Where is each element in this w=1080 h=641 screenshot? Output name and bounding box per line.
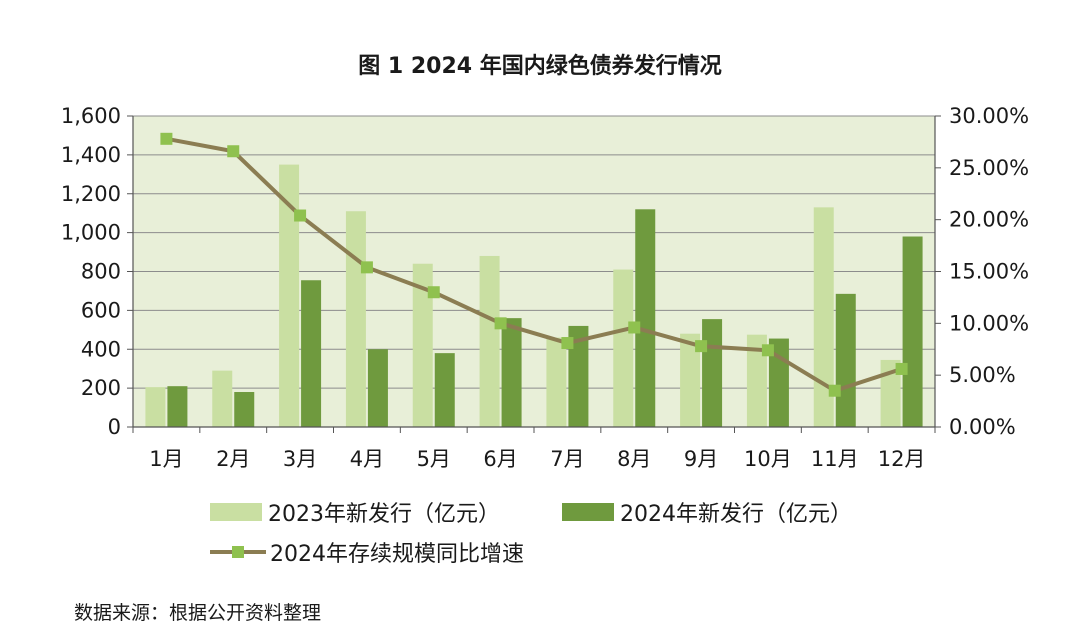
growth-marker [628, 321, 641, 334]
x-axis-tick-label: 6月 [483, 447, 517, 471]
bar-2024 [702, 319, 723, 427]
legend-swatch-2024 [562, 503, 614, 521]
bar-2024 [234, 392, 255, 427]
x-axis-tick-label: 9月 [684, 447, 718, 471]
x-axis-tick-label: 8月 [617, 447, 651, 471]
x-axis-tick-label: 3月 [283, 447, 317, 471]
growth-marker [761, 344, 774, 357]
legend-swatch-2023 [210, 503, 262, 521]
bar-2023 [479, 255, 500, 427]
bar-2024 [635, 209, 656, 427]
bar-2024 [367, 349, 388, 427]
bar-2024 [167, 386, 188, 427]
left-axis-tick-label: 0 [108, 415, 121, 439]
bar-2024 [434, 353, 455, 427]
x-axis-tick-label: 11月 [811, 447, 859, 471]
bar-2024 [902, 236, 923, 427]
left-axis-tick-label: 1,000 [61, 221, 121, 245]
growth-marker [294, 209, 307, 222]
growth-marker [561, 337, 574, 350]
bar-2023 [813, 207, 834, 427]
x-axis-tick-label: 7月 [550, 447, 584, 471]
left-axis-tick-label: 800 [81, 260, 121, 284]
left-axis-tick-label: 1,600 [61, 104, 121, 128]
left-axis-tick-label: 400 [81, 337, 121, 361]
bar-2024 [301, 280, 322, 427]
bar-2024 [501, 318, 522, 427]
growth-line [166, 136, 903, 393]
growth-marker [427, 286, 440, 299]
bar-2023 [145, 387, 166, 427]
x-axis-tick-label: 1月 [149, 447, 183, 471]
left-axis-tick-label: 200 [81, 376, 121, 400]
left-axis-tick-label: 1,400 [61, 143, 121, 167]
legend-line-marker [210, 543, 266, 561]
bar-2023 [680, 333, 701, 427]
growth-marker [494, 317, 507, 330]
growth-marker [695, 340, 708, 353]
x-axis-tick-label: 12月 [878, 447, 926, 471]
legend-row-1: 2023年新发行（亿元） 2024年新发行（亿元） [210, 496, 852, 528]
bar-2023 [412, 263, 433, 427]
bar-2023 [746, 334, 767, 427]
right-axis-tick-label: 0.00% [949, 415, 1016, 439]
growth-marker [360, 261, 373, 274]
growth-marker [160, 132, 173, 145]
right-axis-tick-label: 5.00% [949, 363, 1016, 387]
bar-2023 [546, 337, 567, 427]
right-axis-tick-label: 25.00% [949, 156, 1029, 180]
bar-2023 [880, 359, 901, 427]
right-axis-tick-label: 10.00% [949, 311, 1029, 335]
bar-2023 [212, 370, 233, 427]
growth-marker [828, 384, 841, 397]
source-note: 数据来源：根据公开资料整理 [74, 602, 322, 624]
right-axis-tick-label: 30.00% [949, 104, 1029, 128]
right-axis-tick-label: 20.00% [949, 208, 1029, 232]
growth-marker [895, 362, 908, 375]
x-axis-tick-label: 2月 [216, 447, 250, 471]
legend-label-growth: 2024年存续规模同比增速 [270, 542, 524, 567]
right-axis-tick-label: 15.00% [949, 260, 1029, 284]
bar-2023 [345, 211, 366, 427]
growth-marker [227, 145, 240, 158]
bar-2023 [279, 164, 300, 427]
x-axis-tick-label: 5月 [417, 447, 451, 471]
bar-2024 [835, 293, 856, 427]
left-axis-tick-label: 600 [81, 298, 121, 322]
bar-2023 [613, 269, 634, 427]
x-axis-tick-label: 4月 [350, 447, 384, 471]
bar-2024 [568, 325, 589, 427]
legend-row-2: 2024年存续规模同比增速 [210, 536, 524, 568]
legend-label-2024: 2024年新发行（亿元） [620, 502, 852, 527]
legend-label-2023: 2023年新发行（亿元） [268, 502, 500, 527]
left-axis-tick-label: 1,200 [61, 182, 121, 206]
x-axis-tick-label: 10月 [744, 447, 792, 471]
chart-title: 图 1 2024 年国内绿色债券发行情况 [358, 54, 722, 79]
